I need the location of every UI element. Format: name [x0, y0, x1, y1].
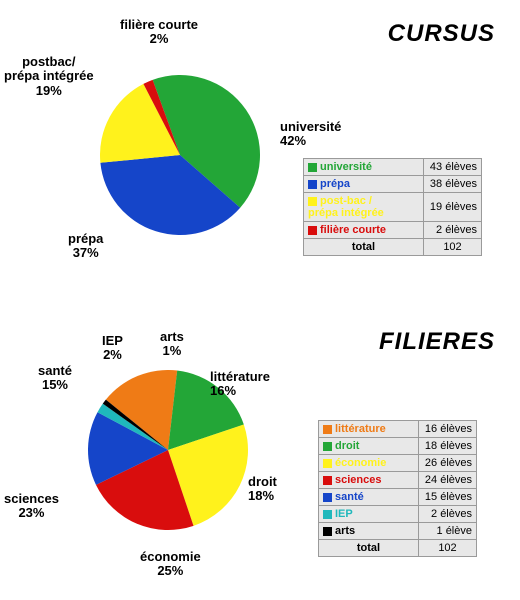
legend-count: 38 élèves: [424, 176, 482, 193]
slice-label: IEP2%: [102, 334, 123, 363]
swatch-icon: [323, 459, 332, 468]
legend-name: sciences: [319, 472, 419, 489]
legend-name: droit: [319, 438, 419, 455]
filieres-section: FILIERES littérature16% droit18% économie25…: [0, 300, 520, 600]
legend-row: post-bac /prépa intégrée19 élèves: [304, 193, 482, 222]
slice-label: santé15%: [38, 364, 72, 393]
legend-count: 43 élèves: [424, 159, 482, 176]
legend-count: 2 élèves: [419, 506, 477, 523]
legend-count: 24 élèves: [419, 472, 477, 489]
legend-count: 2 élèves: [424, 222, 482, 239]
legend-count: 19 élèves: [424, 193, 482, 222]
legend-total-label: total: [319, 540, 419, 557]
legend-row: sciences24 élèves: [319, 472, 477, 489]
legend-row: littérature16 élèves: [319, 421, 477, 438]
legend-total-row: total102: [304, 239, 482, 256]
swatch-icon: [323, 493, 332, 502]
slice-label: littérature16%: [210, 370, 270, 399]
slice-label: prépa37%: [68, 232, 103, 261]
slice-label: économie25%: [140, 550, 201, 579]
legend-name: IEP: [319, 506, 419, 523]
swatch-icon: [323, 527, 332, 536]
legend-total-row: total102: [319, 540, 477, 557]
legend-name: arts: [319, 523, 419, 540]
legend-row: économie26 élèves: [319, 455, 477, 472]
legend-count: 26 élèves: [419, 455, 477, 472]
pie-chart: [100, 75, 260, 235]
legend-table: littérature16 élèvesdroit18 élèveséconom…: [318, 420, 477, 557]
legend-count: 15 élèves: [419, 489, 477, 506]
swatch-icon: [308, 226, 317, 235]
legend-row: université43 élèves: [304, 159, 482, 176]
slice-label: sciences23%: [4, 492, 59, 521]
slice-label: arts1%: [160, 330, 184, 359]
slice-label: postbac/prépa intégrée19%: [4, 55, 94, 98]
legend-row: droit18 élèves: [319, 438, 477, 455]
legend-table: université43 élèvesprépa38 élèvespost-ba…: [303, 158, 482, 256]
slice-label: filière courte2%: [120, 18, 198, 47]
legend-row: arts1 élève: [319, 523, 477, 540]
section-title: CURSUS: [388, 20, 495, 48]
legend-count: 16 élèves: [419, 421, 477, 438]
swatch-icon: [323, 476, 332, 485]
legend-row: prépa38 élèves: [304, 176, 482, 193]
swatch-icon: [323, 425, 332, 434]
slice-label: université42%: [280, 120, 341, 149]
legend-name: post-bac /prépa intégrée: [304, 193, 424, 222]
legend-row: filière courte2 élèves: [304, 222, 482, 239]
legend-name: santé: [319, 489, 419, 506]
cursus-section: CURSUS université42% prépa37% postbac/prépa…: [0, 0, 520, 300]
legend-total-value: 102: [424, 239, 482, 256]
swatch-icon: [323, 510, 332, 519]
slice-label: droit18%: [248, 475, 277, 504]
swatch-icon: [323, 442, 332, 451]
legend-name: université: [304, 159, 424, 176]
legend-count: 1 élève: [419, 523, 477, 540]
legend-name: prépa: [304, 176, 424, 193]
legend-name: économie: [319, 455, 419, 472]
swatch-icon: [308, 197, 317, 206]
legend-total-value: 102: [419, 540, 477, 557]
legend-row: IEP2 élèves: [319, 506, 477, 523]
swatch-icon: [308, 180, 317, 189]
legend-name: filière courte: [304, 222, 424, 239]
legend-total-label: total: [304, 239, 424, 256]
legend-count: 18 élèves: [419, 438, 477, 455]
legend-row: santé15 élèves: [319, 489, 477, 506]
swatch-icon: [308, 163, 317, 172]
legend-name: littérature: [319, 421, 419, 438]
section-title: FILIERES: [379, 328, 495, 356]
